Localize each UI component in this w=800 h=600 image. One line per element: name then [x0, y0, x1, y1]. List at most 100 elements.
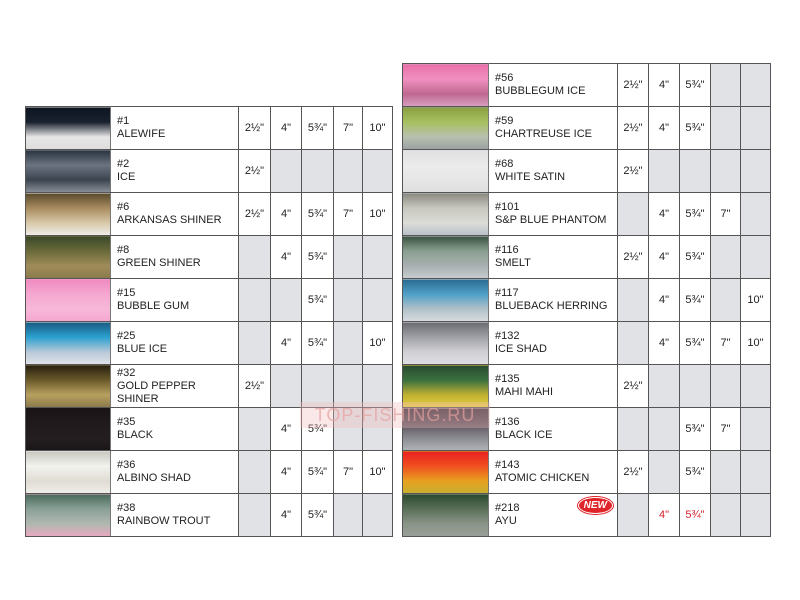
color-code: #101: [495, 201, 520, 213]
table-row: #1 ALEWIFE 2½" 4" 5¾" 7" 10": [25, 106, 393, 150]
color-code: #15: [117, 287, 136, 299]
color-code: #143: [495, 459, 520, 471]
size-cell: 4": [648, 106, 680, 150]
table-row: #135 MAHI MAHI 2½": [402, 364, 771, 408]
size-cell: [362, 149, 393, 193]
size-cell: [301, 364, 334, 408]
size-cell: 2½": [617, 63, 649, 107]
color-name: ICE: [117, 171, 136, 183]
color-name: ARKANSAS SHINER: [117, 214, 222, 226]
color-code: #68: [495, 158, 514, 170]
size-cell: [648, 450, 680, 494]
size-cell: [710, 364, 741, 408]
size-cell: 10": [740, 321, 771, 365]
color-swatch: [25, 149, 111, 193]
color-swatch: [402, 63, 489, 107]
size-cell: 5¾": [679, 106, 711, 150]
table-row: #25 BLUE ICE 4" 5¾" 10": [25, 321, 393, 365]
size-cell: 5¾": [301, 235, 334, 279]
new-badge: NEW: [577, 497, 613, 514]
size-cell: [238, 407, 271, 451]
color-code: #36: [117, 459, 136, 471]
color-code: #56: [495, 72, 514, 84]
size-cell: 4": [270, 407, 302, 451]
color-name: MAHI MAHI: [495, 386, 554, 398]
color-name: RAINBOW TROUT: [117, 515, 211, 527]
size-cell: [648, 149, 680, 193]
size-cell: [740, 149, 771, 193]
size-cell: 4": [648, 63, 680, 107]
color-name: ATOMIC CHICKEN: [495, 472, 590, 484]
color-swatch: [402, 493, 489, 537]
size-cell: [740, 407, 771, 451]
size-cell: 4": [270, 493, 302, 537]
color-code: #6: [117, 201, 130, 213]
size-cell: 5¾": [301, 321, 334, 365]
size-cell: 7": [333, 106, 363, 150]
table-row: #136 BLACK ICE 5¾" 7": [402, 407, 771, 451]
color-name: BLACK: [117, 429, 154, 441]
size-cell: 2½": [617, 106, 649, 150]
table-row: #15 BUBBLE GUM 5¾": [25, 278, 393, 322]
color-swatch: [25, 493, 111, 537]
color-name: ICE SHAD: [495, 343, 547, 355]
size-cell: 2½": [238, 364, 271, 408]
size-cell: 5¾": [679, 493, 711, 537]
size-cell: [710, 278, 741, 322]
color-code: #8: [117, 244, 130, 256]
color-name: SMELT: [495, 257, 531, 269]
size-cell: [333, 149, 363, 193]
color-code: #136: [495, 416, 520, 428]
size-cell: 2½": [617, 364, 649, 408]
color-code: #38: [117, 502, 136, 514]
size-cell: [238, 321, 271, 365]
size-cell: [710, 235, 741, 279]
table-row: #59 CHARTREUSE ICE 2½" 4" 5¾": [402, 106, 771, 150]
color-swatch: [25, 407, 111, 451]
table-row: #2 ICE 2½": [25, 149, 393, 193]
table-row: #35 BLACK 4" 5¾": [25, 407, 393, 451]
size-cell: 5¾": [301, 106, 334, 150]
size-cell: [362, 235, 393, 279]
size-cell: 10": [362, 106, 393, 150]
color-chart-right: #56 BUBBLEGUM ICE 2½" 4" 5¾" #59 CHARTREUSE IC…: [402, 63, 771, 537]
size-cell: [333, 407, 363, 451]
size-cell: 2½": [617, 235, 649, 279]
color-name: ALEWIFE: [117, 128, 166, 140]
table-row: #117 BLUEBACK HERRING 4" 5¾" 10": [402, 278, 771, 322]
color-code: #135: [495, 373, 520, 385]
color-name: ALBINO SHAD: [117, 472, 191, 484]
size-cell: 5¾": [679, 407, 711, 451]
size-cell: [710, 149, 741, 193]
color-code: #116: [495, 244, 519, 256]
size-cell: [362, 407, 393, 451]
color-swatch: [402, 364, 489, 408]
size-cell: 7": [710, 192, 741, 236]
color-swatch: [402, 235, 489, 279]
size-cell: 10": [362, 450, 393, 494]
color-swatch: [25, 321, 111, 365]
table-row: #68 WHITE SATIN 2½": [402, 149, 771, 193]
size-cell: 2½": [238, 106, 271, 150]
size-cell: [648, 364, 680, 408]
size-cell: 7": [710, 407, 741, 451]
color-swatch: [402, 321, 489, 365]
size-cell: [648, 407, 680, 451]
size-cell: [333, 321, 363, 365]
color-chart-left: #1 ALEWIFE 2½" 4" 5¾" 7" 10" #2 ICE 2½" #6 ARKANSAS…: [25, 106, 393, 537]
size-cell: 4": [270, 192, 302, 236]
size-cell: [740, 63, 771, 107]
color-code: #59: [495, 115, 514, 127]
table-row: #56 BUBBLEGUM ICE 2½" 4" 5¾": [402, 63, 771, 107]
table-row: #143 ATOMIC CHICKEN 2½" 5¾": [402, 450, 771, 494]
color-swatch: [402, 149, 489, 193]
color-swatch: [402, 450, 489, 494]
size-cell: 2½": [238, 149, 271, 193]
size-cell: 10": [362, 192, 393, 236]
size-cell: [617, 192, 649, 236]
size-cell: 2½": [238, 192, 271, 236]
size-cell: [270, 278, 302, 322]
size-cell: [333, 493, 363, 537]
size-cell: 5¾": [679, 235, 711, 279]
size-cell: 4": [270, 321, 302, 365]
